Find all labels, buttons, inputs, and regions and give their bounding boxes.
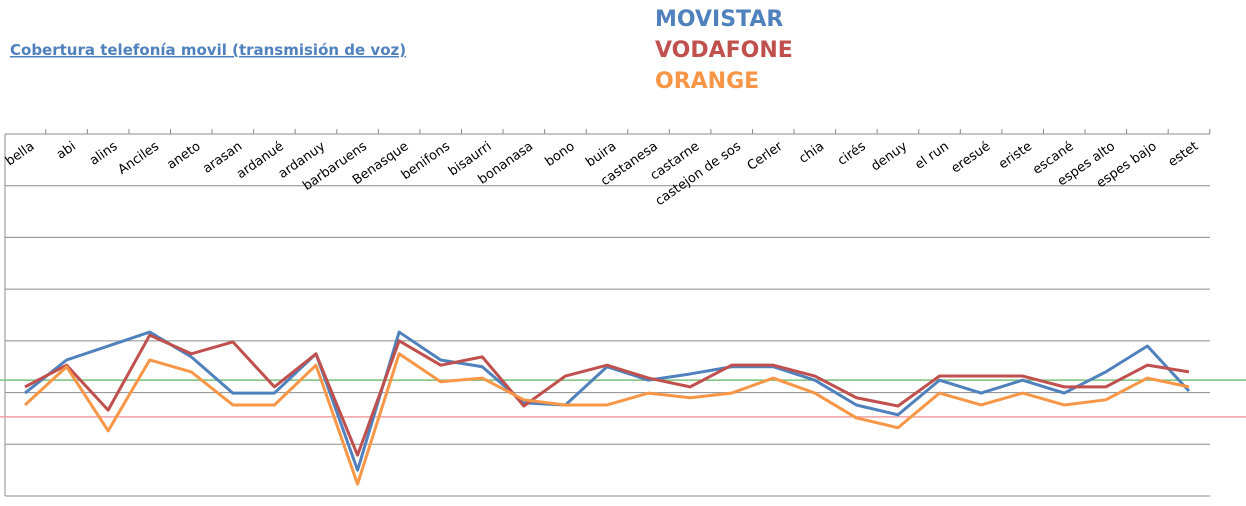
x-tick-label: Cerler <box>745 139 786 174</box>
legend-entry: ORANGE <box>655 69 759 94</box>
x-tick-label: cirés <box>835 139 869 169</box>
x-tick-label: alins <box>87 139 121 169</box>
x-tick-label: ardanué <box>234 139 287 182</box>
x-tick-label: estet <box>1166 139 1202 170</box>
series-line <box>23 352 1190 486</box>
x-tick-label: bono <box>543 139 578 170</box>
x-tick-label: el run <box>912 139 951 173</box>
x-tick-label: aneto <box>164 139 203 173</box>
x-tick-label: abi <box>54 139 79 163</box>
chart-title: Cobertura telefonía movil (transmisión d… <box>10 41 406 59</box>
legend-entry: MOVISTAR <box>655 7 783 32</box>
x-tick-label: eriste <box>996 139 1035 172</box>
x-tick-label: Anciles <box>115 139 162 178</box>
x-tick-label: bella <box>3 139 37 169</box>
x-tick-label: denuy <box>869 139 911 175</box>
legend-entry: VODAFONE <box>655 38 793 63</box>
x-tick-label: chia <box>796 139 827 167</box>
x-tick-label: eresué <box>949 139 994 177</box>
series-line <box>24 333 1190 457</box>
